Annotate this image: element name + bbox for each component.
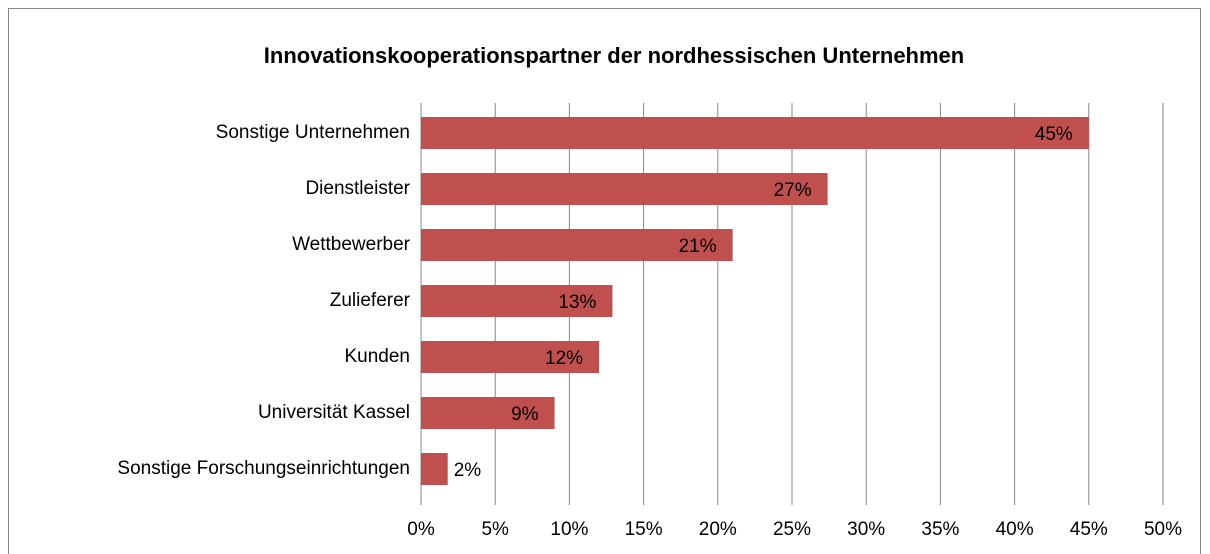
x-tick-label: 10%	[550, 519, 588, 540]
x-tick-label: 5%	[481, 519, 509, 540]
data-label: 9%	[511, 404, 539, 425]
bar	[421, 229, 733, 261]
y-tick-label: Sonstige Forschungseinrichtungen	[117, 458, 410, 479]
x-tick-label: 40%	[996, 519, 1034, 540]
bar	[421, 117, 1089, 149]
x-tick-label: 30%	[847, 519, 885, 540]
y-tick-label: Zulieferer	[330, 290, 411, 311]
bar	[421, 285, 613, 317]
x-tick-label: 35%	[921, 519, 959, 540]
x-tick-label: 45%	[1070, 519, 1108, 540]
data-label: 27%	[774, 180, 812, 201]
x-tick-label: 25%	[773, 519, 811, 540]
bar	[421, 173, 828, 205]
x-tick-label: 15%	[625, 519, 663, 540]
data-label: 13%	[558, 292, 596, 313]
data-label: 2%	[454, 460, 482, 481]
data-label: 12%	[545, 348, 583, 369]
y-tick-label: Kunden	[344, 346, 410, 367]
y-tick-label: Wettbewerber	[292, 234, 411, 255]
x-tick-label: 50%	[1144, 519, 1182, 540]
y-tick-label: Sonstige Unternehmen	[216, 122, 410, 143]
chart-title: Innovationskooperationspartner der nordh…	[264, 43, 964, 68]
y-tick-label: Dienstleister	[305, 178, 410, 199]
y-tick-label: Universität Kassel	[258, 402, 410, 423]
data-label: 45%	[1035, 124, 1073, 145]
bar	[421, 341, 600, 373]
x-tick-label: 20%	[699, 519, 737, 540]
x-tick-label: 0%	[407, 519, 435, 540]
bar	[421, 397, 555, 429]
data-label: 21%	[679, 236, 717, 257]
chart-border	[8, 8, 1201, 554]
bar	[421, 453, 448, 485]
